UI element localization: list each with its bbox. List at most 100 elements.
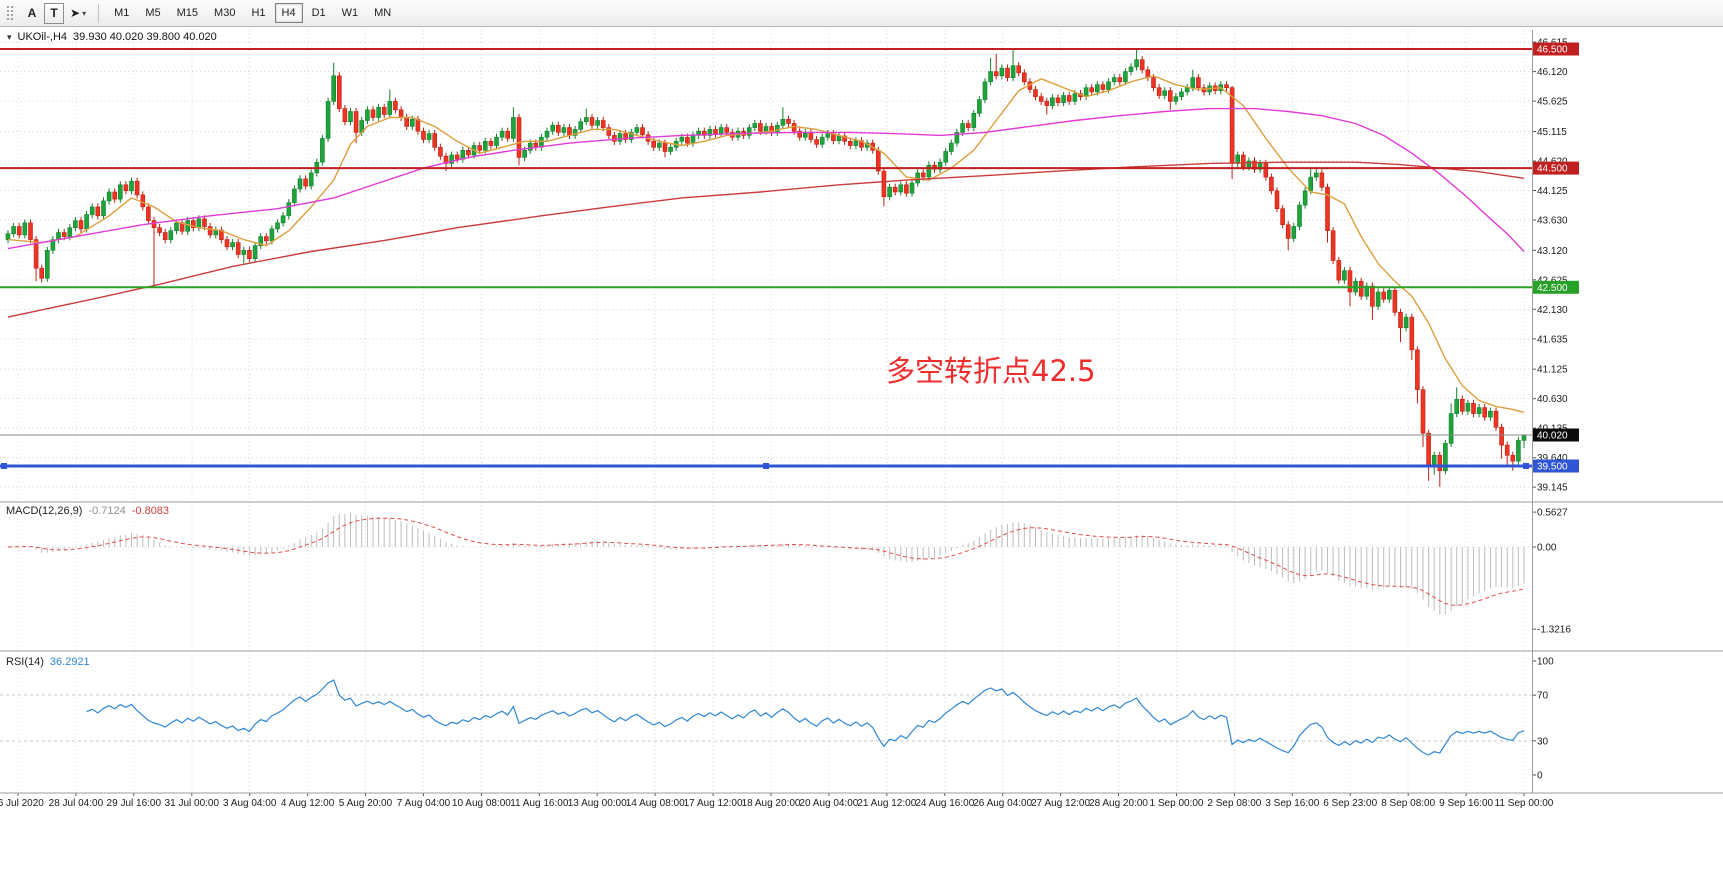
candle-body [1347,270,1353,293]
toolbar-grip-icon[interactable] [6,5,15,21]
candle-body [971,113,977,128]
toolbar-separator [98,3,100,23]
candle-body [701,130,707,136]
candle-body [516,117,522,158]
time-axis-label: 17 Aug 12:00 [684,798,743,809]
candle-body [527,142,533,151]
candle-body [685,136,690,144]
timeframe-button-h4[interactable]: H4 [274,3,303,23]
candle-body [185,220,190,232]
timeframe-button-m5[interactable]: M5 [138,3,167,23]
timeframe-button-mn[interactable]: MN [367,3,398,23]
candle-body [617,133,623,142]
candle-body [1330,230,1336,261]
timeframe-toolbar: M1 M5 M15 M30 H1 H4 D1 W1 MN [106,3,399,23]
rsi-value: 36.2921 [49,656,90,668]
candle-body [50,239,56,251]
candle-body [258,236,264,246]
candle-body [421,130,426,140]
chart-title: ▾ UKOil-,H4 39.930 40.020 39.800 40.020 [7,31,217,43]
time-axis-label: 29 Jul 16:00 [107,798,162,809]
candle-body [1010,65,1016,78]
timeframe-button-h1[interactable]: H1 [244,3,272,23]
candle-body [1066,95,1072,102]
time-axis-label: 8 Sep 08:00 [1381,798,1435,809]
price-axis-label: 42.130 [1537,305,1568,316]
candle-body [1168,90,1173,102]
price-tag: 42.500 [1533,280,1579,294]
price-axis-label: 40.630 [1537,394,1568,405]
candle-body [409,119,415,127]
candle-body [1229,87,1235,164]
macd-signal-value: -0.8083 [131,505,170,517]
candle-body [780,119,786,126]
timeframe-button-d1[interactable]: D1 [305,3,333,23]
svg-text:39.500: 39.500 [1537,462,1568,473]
candle-body [123,184,129,192]
candle-body [1471,403,1476,414]
candle-body [583,117,589,122]
candle-body [454,154,460,160]
candle-body [1117,77,1123,83]
candle-body [774,125,780,133]
candle-body [746,127,752,136]
price-axis-label: 41.125 [1537,365,1568,376]
candle-body [1106,81,1111,90]
candle-body [381,107,387,115]
hline-handle[interactable] [763,463,769,469]
candle-body [1454,398,1459,414]
candle-body [847,141,853,146]
oneclick-expander-icon[interactable]: ▾ [7,31,12,42]
candle-body [887,186,892,197]
candle-body [993,71,999,77]
text-tool-button[interactable]: A [22,3,42,24]
timeframe-button-m30[interactable]: M30 [207,3,242,23]
macd-axis-label: 0.00 [1537,543,1557,554]
candle-body [892,186,898,193]
candle-body [44,250,50,279]
objects-layer[interactable] [0,48,1532,469]
candle-body [22,222,28,236]
candle-body [544,130,550,138]
candle-body [1246,160,1252,168]
timeframe-button-m15[interactable]: M15 [170,3,205,23]
price-tag: 46.500 [1533,42,1579,56]
candle-body [308,172,314,187]
candle-body [1263,163,1269,178]
candle-body [1016,65,1022,74]
price-axis-label: 39.145 [1537,483,1568,494]
arrows-tool-button[interactable]: ➤ ▾ [66,3,90,24]
hline-handle[interactable] [1,463,7,469]
candle-body [679,136,685,142]
candle-body [1476,407,1482,414]
candle-body [1302,190,1308,206]
candle-body [982,81,988,100]
candle-body [522,150,527,158]
candle-body [157,227,162,233]
candle-body [836,135,842,141]
candle-body [1095,84,1100,93]
candle-body [1252,160,1257,170]
candle-body [1151,77,1156,88]
candle-body [353,111,359,133]
candle-body [89,206,95,215]
candle-body [252,245,258,260]
candle-body [786,119,791,124]
candle-body [39,267,45,279]
candle-body [898,184,904,193]
time-axis-label: 20 Aug 04:00 [799,798,858,809]
candle-body [1274,190,1280,210]
svg-text:40.020: 40.020 [1537,431,1568,442]
ma-line-mid [7,107,1525,252]
timeframe-button-m1[interactable]: M1 [107,3,136,23]
candle-body [656,142,662,148]
hline-handle[interactable] [1523,463,1529,469]
candle-body [842,135,847,142]
candle-body [415,119,421,132]
time-axis-label: 7 Aug 04:00 [397,798,451,809]
time-axis-label: 13 Aug 00:00 [568,798,627,809]
timeframe-button-w1[interactable]: W1 [335,3,366,23]
candle-body [904,184,909,194]
text-label-tool-button[interactable]: T [44,2,64,24]
